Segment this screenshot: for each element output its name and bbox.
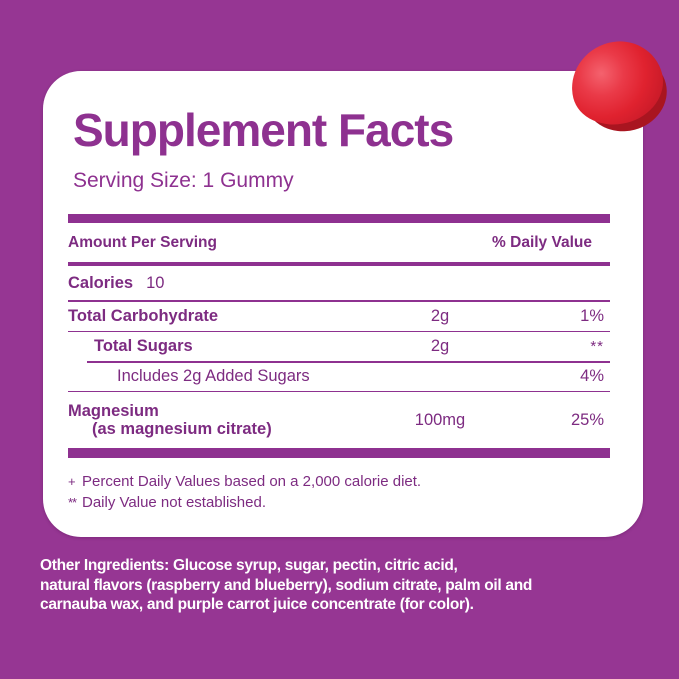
row-amount: 2g	[430, 306, 450, 325]
red-gummy-image	[562, 32, 675, 141]
other-ingredients: Other Ingredients: Glucose syrup, sugar,…	[40, 556, 660, 615]
row-label: Calories 10	[68, 274, 380, 293]
row-divider	[68, 390, 610, 393]
magnesium-source-label: (as magnesium citrate)	[92, 420, 272, 439]
row-label: Total Sugars	[94, 337, 193, 356]
table-row-total-sugars: Total Sugars 2g **	[68, 332, 610, 361]
row-divider-indented	[87, 361, 610, 363]
table-row-magnesium: Magnesium (as magnesium citrate) 100mg 2…	[68, 392, 610, 448]
row-daily-value: 4%	[580, 367, 604, 386]
calories-value: 10	[146, 273, 165, 292]
row-amount: 100mg	[414, 410, 466, 429]
row-label: Includes 2g Added Sugars	[117, 367, 310, 386]
row-divider	[68, 330, 610, 333]
column-header-daily-value: % Daily Value	[492, 233, 592, 251]
row-daily-value: 25%	[570, 410, 604, 429]
row-label: Magnesium (as magnesium citrate)	[68, 402, 380, 438]
column-header-amount: Amount Per Serving	[68, 233, 217, 251]
supplement-facts-table: Amount Per Serving % Daily Value Calorie…	[68, 214, 610, 513]
footnote-text: Daily Value not established.	[82, 494, 266, 512]
page-title: Supplement Facts	[73, 104, 454, 156]
footnote-daily-values: + Percent Daily Values based on a 2,000 …	[68, 471, 610, 492]
footnote-plus-marker: +	[68, 474, 76, 490]
row-label: Total Carbohydrate	[68, 306, 219, 325]
row-daily-value: 1%	[580, 306, 604, 325]
gummy-body	[562, 32, 672, 134]
footnote-asterisk-marker: **	[68, 495, 77, 511]
table-header-row: Amount Per Serving % Daily Value	[68, 223, 610, 262]
table-row-total-carbohydrate: Total Carbohydrate 2g 1%	[68, 302, 610, 331]
ingredients-line-2: natural flavors (raspberry and blueberry…	[40, 576, 533, 594]
other-ingredients-label: Other Ingredients:	[40, 557, 169, 574]
calories-label: Calories	[68, 273, 134, 292]
table-row-calories: Calories 10	[68, 266, 610, 300]
table-row-added-sugars: Includes 2g Added Sugars 4%	[68, 363, 610, 391]
bottom-thick-rule	[68, 448, 610, 459]
footnote-text: Percent Daily Values based on a 2,000 ca…	[82, 473, 422, 491]
ingredients-line-1: Other Ingredients: Glucose syrup, sugar,…	[40, 557, 458, 574]
header-rule	[68, 262, 610, 266]
ingredients-line-3: carnauba wax, and purple carrot juice co…	[40, 596, 474, 613]
serving-size-text: Serving Size: 1 Gummy	[73, 169, 294, 192]
magnesium-label: Magnesium	[68, 402, 159, 421]
top-thick-rule	[68, 214, 610, 223]
supplement-facts-card: Supplement Facts Serving Size: 1 Gummy A…	[43, 71, 643, 537]
row-daily-value: **	[590, 338, 604, 356]
row-amount: 2g	[430, 337, 450, 356]
footnote-not-established: ** Daily Value not established.	[68, 492, 610, 513]
footnotes: + Percent Daily Values based on a 2,000 …	[68, 471, 610, 513]
row-divider	[68, 300, 610, 302]
